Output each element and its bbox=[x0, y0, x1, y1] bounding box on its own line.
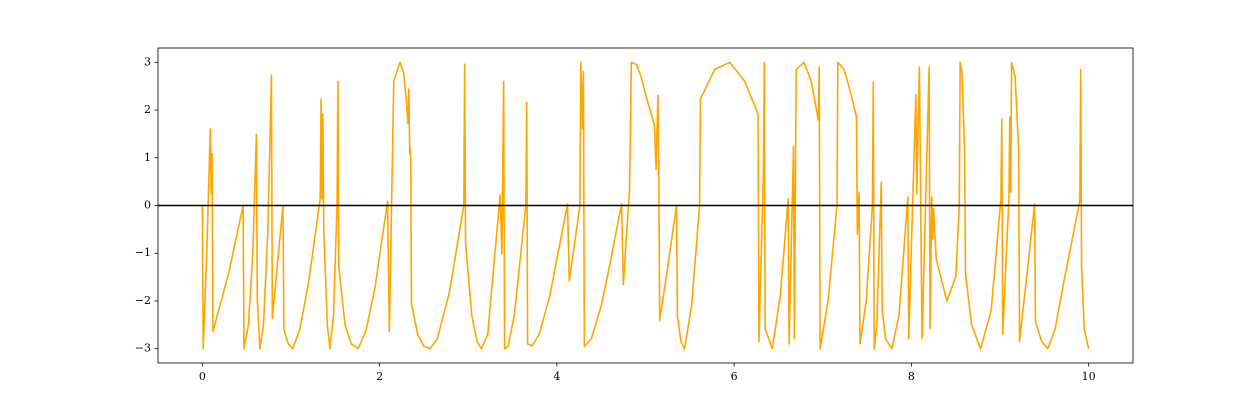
y-tick-label: 3 bbox=[144, 55, 151, 68]
y-tick-label: −1 bbox=[135, 246, 151, 259]
y-tick-label: 0 bbox=[144, 199, 151, 212]
y-tick-label: 1 bbox=[144, 151, 151, 164]
y-tick-label: −2 bbox=[135, 294, 151, 307]
x-tick-label: 2 bbox=[376, 370, 383, 383]
x-tick-label: 4 bbox=[553, 370, 560, 383]
y-tick-label: 2 bbox=[144, 103, 151, 116]
x-tick-label: 10 bbox=[1082, 370, 1096, 383]
x-tick-label: 8 bbox=[908, 370, 915, 383]
plot-frame bbox=[157, 47, 1134, 364]
x-tick-label: 6 bbox=[731, 370, 738, 383]
y-tick-label: −3 bbox=[135, 342, 151, 355]
x-tick-label: 0 bbox=[199, 370, 206, 383]
data-line bbox=[201, 61, 1090, 350]
